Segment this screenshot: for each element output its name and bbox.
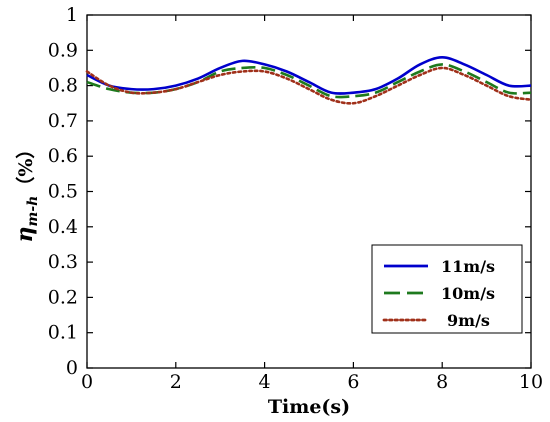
legend-label-11ms: 11m/s bbox=[441, 257, 495, 276]
series-line-2 bbox=[85, 66, 533, 105]
series-line-1 bbox=[86, 63, 532, 99]
series-layer bbox=[85, 56, 533, 105]
legend-label-10ms: 10m/s bbox=[441, 284, 495, 303]
legend-label-9ms: 9m/s bbox=[447, 311, 490, 330]
legend-box bbox=[371, 244, 523, 334]
y-tick-label-10: 1 bbox=[66, 4, 78, 26]
y-tick-label-7: 0.7 bbox=[48, 110, 78, 132]
y-axis-unit: （%） bbox=[14, 140, 37, 196]
y-tick-label-9: 0.9 bbox=[48, 39, 78, 61]
x-tick-label-3: 6 bbox=[347, 371, 359, 393]
x-tick-label-2: 4 bbox=[259, 371, 271, 393]
y-tick-label-4: 0.4 bbox=[48, 216, 78, 238]
axis-tick-labels: 0 2 4 6 8 10 0 0.1 0.2 0.3 0.4 0.5 0.6 0.7 0.8 0.9 1 bbox=[48, 4, 543, 393]
x-tick-label-4: 8 bbox=[436, 371, 448, 393]
y-tick-label-6: 0.6 bbox=[48, 145, 78, 167]
series-line-0 bbox=[86, 56, 532, 95]
x-tick-label-0: 0 bbox=[81, 371, 93, 393]
x-tick-label-1: 2 bbox=[170, 371, 182, 393]
y-axis-title: ηm-h（%） bbox=[12, 140, 41, 243]
legend: 11m/s 10m/s 9m/s bbox=[371, 244, 523, 334]
y-tick-label-1: 0.1 bbox=[48, 322, 78, 344]
y-tick-label-2: 0.2 bbox=[48, 286, 78, 308]
y-tick-label-0: 0 bbox=[66, 357, 78, 379]
y-axis-subscript: m-h bbox=[25, 196, 41, 227]
axis-ticks bbox=[86, 14, 532, 369]
y-axis-symbol: η bbox=[12, 226, 38, 242]
y-tick-label-3: 0.3 bbox=[48, 251, 78, 273]
x-tick-label-5: 10 bbox=[519, 371, 543, 393]
y-tick-label-5: 0.5 bbox=[48, 181, 78, 203]
y-tick-label-8: 0.8 bbox=[48, 75, 78, 97]
x-axis-title: Time(s) bbox=[268, 396, 350, 418]
